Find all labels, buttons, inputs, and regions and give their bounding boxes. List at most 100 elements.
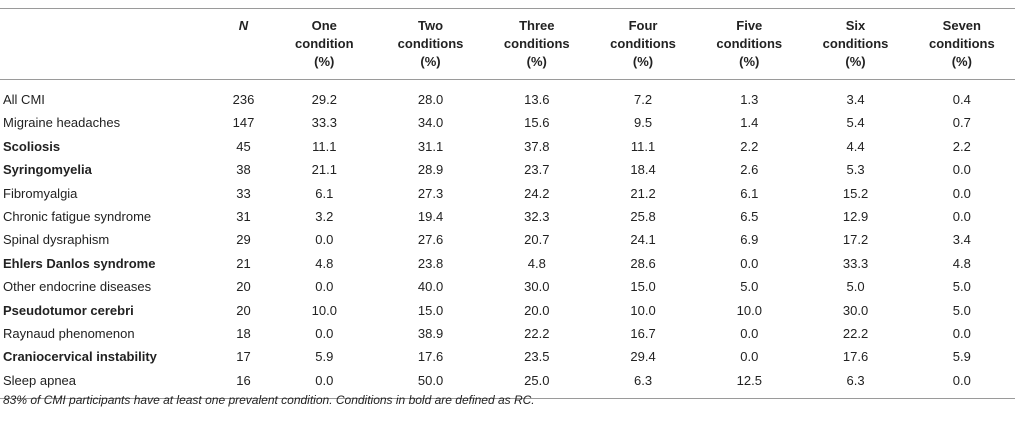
cell-percent: 17.2 bbox=[842, 232, 869, 248]
table-row: Fibromyalgia 33 6.1 27.3 24.2 21.2 6.1 15.2 0.0 bbox=[0, 182, 1015, 205]
cell-percent: 2.6 bbox=[740, 162, 759, 178]
cell-percent: 4.8 bbox=[315, 255, 334, 271]
cell-percent: 5.0 bbox=[952, 279, 971, 295]
cell-percent: 15.0 bbox=[630, 279, 656, 295]
cell-percent: 6.3 bbox=[846, 372, 865, 388]
table-row: Syringomyelia 38 21.1 28.9 23.7 18.4 2.6 5.3 0.0 bbox=[0, 158, 1015, 181]
header-conditions-5: Four conditions (%) bbox=[590, 9, 696, 80]
cell-percent: 29.4 bbox=[630, 349, 656, 365]
cell-percent: 13.6 bbox=[524, 92, 550, 107]
cell-percent: 4.8 bbox=[952, 255, 971, 271]
cell-percent: 0.0 bbox=[952, 162, 971, 178]
cell-percent: 1.4 bbox=[740, 115, 759, 131]
cell-percent: 0.0 bbox=[315, 279, 334, 295]
cell-n: 20 bbox=[236, 279, 251, 295]
table-row: Sleep apnea 16 0.0 50.0 25.0 6.3 12.5 6.3 0.0 bbox=[0, 369, 1015, 399]
row-label: Fibromyalgia bbox=[3, 185, 78, 201]
cell-percent: 1.3 bbox=[740, 92, 759, 107]
cell-n: 147 bbox=[232, 115, 255, 131]
cell-percent: 10.0 bbox=[630, 302, 656, 318]
row-label: All CMI bbox=[3, 92, 45, 107]
cell-percent: 5.9 bbox=[315, 349, 334, 365]
cell-n: 29 bbox=[236, 232, 251, 248]
header-text: (%) bbox=[951, 54, 972, 69]
cell-percent: 6.5 bbox=[740, 209, 759, 225]
table-header-row: N One condition (%) Two conditions (%) Three con… bbox=[0, 8, 1015, 80]
cell-n: 20 bbox=[236, 302, 251, 318]
cell-percent: 5.3 bbox=[846, 162, 865, 178]
cell-percent: 32.3 bbox=[524, 209, 550, 225]
header-text: Three bbox=[519, 18, 555, 33]
row-label: Raynaud phenomenon bbox=[3, 326, 135, 342]
table-row: Chronic fatigue syndrome 31 3.2 19.4 32.3 25.… bbox=[0, 205, 1015, 228]
cell-percent: 5.0 bbox=[740, 279, 759, 295]
header-conditions-3: Two conditions (%) bbox=[377, 9, 483, 80]
cell-n: 38 bbox=[236, 162, 251, 178]
cell-percent: 23.8 bbox=[417, 255, 444, 271]
row-label: Sleep apnea bbox=[3, 372, 77, 388]
cell-percent: 21.1 bbox=[311, 162, 337, 178]
cell-percent: 6.9 bbox=[740, 232, 759, 248]
cell-percent: 20.7 bbox=[524, 232, 550, 248]
cell-percent: 50.0 bbox=[417, 372, 444, 388]
table-row: All CMI 236 29.2 28.0 13.6 7.2 1.3 3.4 0.4 bbox=[0, 80, 1015, 112]
cell-percent: 0.0 bbox=[315, 326, 334, 342]
cell-percent: 0.0 bbox=[740, 255, 759, 271]
cell-percent: 3.2 bbox=[315, 209, 334, 225]
row-label: Syringomyelia bbox=[3, 162, 92, 178]
cell-percent: 4.4 bbox=[846, 138, 865, 154]
header-text: Seven bbox=[942, 18, 981, 33]
cell-percent: 6.1 bbox=[315, 185, 334, 201]
header-text: (%) bbox=[526, 54, 547, 69]
cell-n: 31 bbox=[236, 209, 251, 225]
table-footnote: 83% of CMI participants have at least on… bbox=[3, 393, 535, 407]
table-body: All CMI 236 29.2 28.0 13.6 7.2 1.3 3.4 0.4 Migrai… bbox=[0, 80, 1015, 399]
cell-percent: 28.6 bbox=[630, 255, 656, 271]
cell-percent: 24.1 bbox=[630, 232, 656, 248]
header-n: N bbox=[216, 9, 271, 80]
table-row: Craniocervical instability 17 5.9 17.6 23.5 2… bbox=[0, 345, 1015, 368]
cell-percent: 10.0 bbox=[311, 302, 337, 318]
cell-percent: 0.0 bbox=[952, 326, 971, 342]
conditions-table: N One condition (%) Two conditions (%) Three con… bbox=[0, 8, 1015, 399]
cell-percent: 28.9 bbox=[417, 162, 444, 178]
cell-percent: 0.0 bbox=[740, 349, 759, 365]
cell-percent: 18.4 bbox=[630, 162, 656, 178]
cell-percent: 25.8 bbox=[630, 209, 656, 225]
cell-n: 21 bbox=[236, 255, 251, 271]
cell-percent: 20.0 bbox=[524, 302, 550, 318]
cell-percent: 0.0 bbox=[740, 326, 759, 342]
table-row: Scoliosis 45 11.1 31.1 37.8 11.1 2.2 4.4 2.2 bbox=[0, 135, 1015, 158]
cell-percent: 0.0 bbox=[952, 185, 971, 201]
cell-percent: 0.4 bbox=[952, 92, 971, 107]
header-text: (%) bbox=[632, 54, 654, 69]
cell-percent: 2.2 bbox=[952, 138, 971, 154]
header-text: conditions bbox=[716, 36, 783, 51]
cell-percent: 4.8 bbox=[527, 255, 546, 271]
cell-percent: 12.9 bbox=[842, 209, 869, 225]
header-text: (%) bbox=[739, 54, 760, 69]
cell-percent: 34.0 bbox=[417, 115, 444, 131]
cell-n: 33 bbox=[236, 185, 251, 201]
header-text: (%) bbox=[845, 54, 866, 69]
table-row: Migraine headaches 147 33.3 34.0 15.6 9.5 1.4 5… bbox=[0, 111, 1015, 134]
cell-percent: 11.1 bbox=[630, 138, 656, 154]
header-text: (%) bbox=[420, 54, 441, 69]
cell-n: 45 bbox=[236, 138, 251, 154]
cell-percent: 27.6 bbox=[417, 232, 444, 248]
cell-percent: 6.1 bbox=[740, 185, 759, 201]
row-label: Ehlers Danlos syndrome bbox=[3, 255, 156, 271]
header-text: conditions bbox=[503, 36, 570, 51]
cell-percent: 30.0 bbox=[524, 279, 550, 295]
cell-percent: 5.0 bbox=[846, 279, 865, 295]
cell-percent: 22.2 bbox=[842, 326, 869, 342]
cell-percent: 23.7 bbox=[524, 162, 550, 178]
cell-percent: 33.3 bbox=[311, 115, 337, 131]
cell-percent: 21.2 bbox=[630, 185, 656, 201]
header-conditions-8: Seven conditions (%) bbox=[909, 9, 1015, 80]
cell-percent: 29.2 bbox=[311, 92, 337, 107]
cell-percent: 23.5 bbox=[524, 349, 550, 365]
cell-percent: 5.4 bbox=[846, 115, 865, 131]
cell-percent: 10.0 bbox=[736, 302, 762, 318]
cell-percent: 6.3 bbox=[633, 372, 653, 388]
